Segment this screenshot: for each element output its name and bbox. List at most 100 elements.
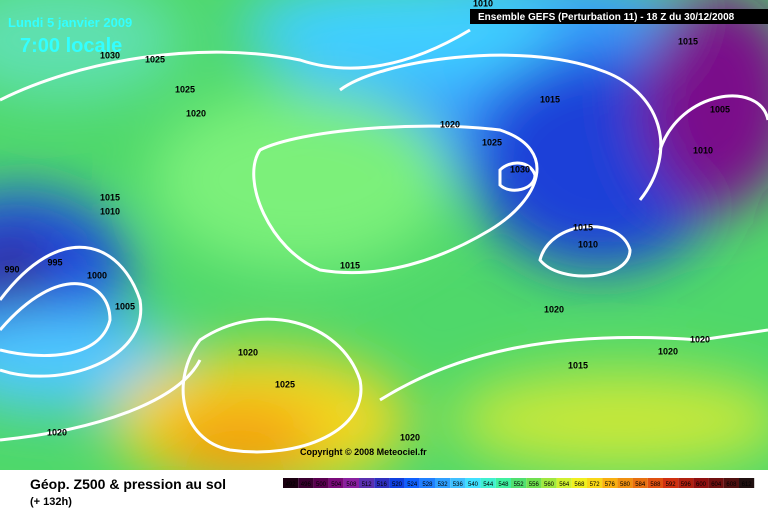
isobar-label: 1020 — [186, 108, 206, 118]
map-field — [0, 0, 768, 470]
scale-swatch — [556, 478, 572, 488]
isobar-label: 1020 — [238, 347, 258, 357]
scale-swatch — [480, 478, 496, 488]
scale-label: 520 — [392, 482, 403, 488]
scale-swatch — [617, 478, 633, 488]
footer-title: Géop. Z500 & pression au sol — [30, 476, 226, 492]
scale-swatch — [541, 478, 557, 488]
scale-swatch — [693, 478, 709, 488]
isobar-label: 1005 — [710, 104, 730, 114]
scale-label: 560 — [544, 482, 555, 488]
isobar-label: 1030 — [100, 50, 120, 60]
scale-swatch — [419, 478, 435, 488]
scale-label: 524 — [407, 482, 418, 488]
isobar-label: 1025 — [145, 54, 165, 64]
scale-swatch — [526, 478, 542, 488]
scale-swatch — [465, 478, 481, 488]
isobar-label: 1020 — [400, 432, 420, 442]
scale-swatch — [389, 478, 405, 488]
isobar-label: 995 — [47, 257, 62, 267]
scale-label: 504 — [331, 482, 342, 488]
scale-label: 584 — [635, 482, 646, 488]
isobar-label: 1010 — [100, 206, 120, 216]
scale-swatch — [283, 478, 299, 488]
scale-swatch — [739, 478, 755, 488]
isobar-label: 1015 — [678, 36, 698, 46]
scale-swatch — [435, 478, 451, 488]
scale-label: 544 — [483, 482, 494, 488]
isobar-label: 1015 — [540, 94, 560, 104]
isobar-label: 1020 — [544, 304, 564, 314]
scale-label: 508 — [346, 482, 357, 488]
scale-label: 612 — [742, 482, 753, 488]
scale-label: 516 — [377, 482, 388, 488]
scale-label: 528 — [422, 482, 433, 488]
scale-swatch — [495, 478, 511, 488]
isobar-label: 1025 — [482, 137, 502, 147]
copyright: Copyright © 2008 Meteociel.fr — [300, 447, 427, 457]
isobar-label: 1020 — [690, 334, 710, 344]
isobar-label: 1015 — [573, 222, 593, 232]
lead-time: (+ 132h) — [30, 496, 72, 508]
scale-swatch — [678, 478, 694, 488]
scale-label: 588 — [650, 482, 661, 488]
scale-label: 552 — [514, 482, 525, 488]
date-label: Lundi 5 janvier 2009 — [8, 15, 132, 30]
scale-label: 580 — [620, 482, 631, 488]
isobar-label: 1015 — [100, 192, 120, 202]
run-banner — [470, 9, 768, 24]
isobar-label: 1000 — [87, 270, 107, 280]
scale-label: 540 — [468, 482, 479, 488]
scale-label: 576 — [605, 482, 616, 488]
isobar-label: 1020 — [440, 119, 460, 129]
time-label: 7:00 locale — [20, 35, 122, 57]
scale-swatch — [587, 478, 603, 488]
scale-label: 600 — [696, 482, 707, 488]
scale-label: 512 — [362, 482, 373, 488]
scale-label: 496 — [301, 482, 312, 488]
isobar-label: 1020 — [658, 346, 678, 356]
isobar-label: 1020 — [47, 427, 67, 437]
scale-swatch — [632, 478, 648, 488]
scale-swatch — [450, 478, 466, 488]
scale-swatch — [359, 478, 375, 488]
isobar-labels: 1010 1015 1030 1025 1025 1020 1015 1005 1020 1025… — [4, 0, 730, 442]
isobar-label: 1030 — [510, 164, 530, 174]
scale-label: 548 — [498, 482, 509, 488]
isobar-label: 1010 — [578, 239, 598, 249]
scale-swatch — [343, 478, 359, 488]
scale-swatch — [511, 478, 527, 488]
scale-label: 572 — [590, 482, 601, 488]
isobar-label: 1015 — [340, 260, 360, 270]
scale-label: 608 — [726, 482, 737, 488]
scale-label: 604 — [711, 482, 722, 488]
scale-swatch — [602, 478, 618, 488]
isobar-label: 1025 — [275, 379, 295, 389]
isobar-label: 1015 — [568, 360, 588, 370]
scale-swatch — [298, 478, 314, 488]
scale-swatch — [328, 478, 344, 488]
scale-label: 556 — [529, 482, 540, 488]
scale-label: 492 — [286, 482, 297, 488]
isobar-label: 1010 — [473, 0, 493, 8]
scale-swatch — [723, 478, 739, 488]
scale-swatch — [663, 478, 679, 488]
scale-label: 568 — [574, 482, 585, 488]
scale-label: 564 — [559, 482, 570, 488]
scale-label: 532 — [438, 482, 449, 488]
isobar-label: 1010 — [693, 145, 713, 155]
scale-swatch — [708, 478, 724, 488]
isobar-label: 1005 — [115, 301, 135, 311]
scale-swatch — [571, 478, 587, 488]
scale-label: 536 — [453, 482, 464, 488]
scale-label: 592 — [666, 482, 677, 488]
scale-swatch — [404, 478, 420, 488]
isobar-label: 1025 — [175, 84, 195, 94]
scale-label: 500 — [316, 482, 327, 488]
scale-swatch — [313, 478, 329, 488]
scale-swatch — [647, 478, 663, 488]
run-info: Ensemble GEFS (Perturbation 11) - 18 Z d… — [478, 12, 735, 23]
isobar-label: 990 — [4, 264, 19, 274]
scale-label: 596 — [681, 482, 692, 488]
isobars — [0, 28, 768, 454]
